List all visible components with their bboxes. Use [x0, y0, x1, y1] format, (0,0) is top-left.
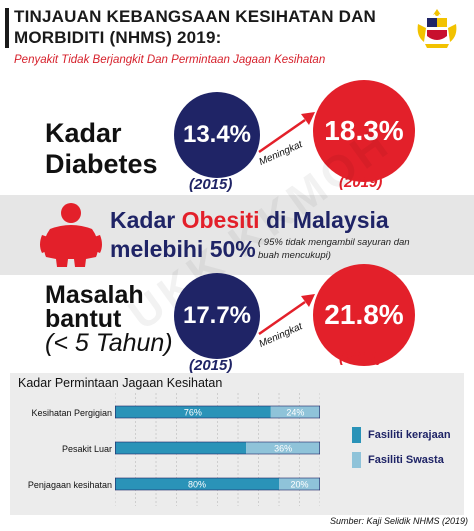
source-note: Sumber: Kaji Selidik NHMS (2019) [330, 516, 469, 526]
stunting-2015-year: (2015) [189, 357, 233, 374]
stunting-2015-value: 17.7% [182, 302, 252, 329]
legend-swatch-kerajaan [352, 427, 361, 443]
obesity-rate: melebihi 50% [110, 236, 256, 262]
diabetes-2015-value: 13.4% [182, 121, 252, 148]
stunting-2019-year: (2019) [339, 349, 383, 366]
bar-outline [115, 477, 320, 491]
category-label: Pesakit Luar [61, 444, 112, 454]
data-label: 20% [290, 480, 308, 490]
stunting-increase-arrow-icon [258, 294, 315, 336]
bar-kerajaan [115, 442, 247, 454]
stunting-label-line2: bantut [45, 305, 122, 333]
legend-label-kerajaan: Fasiliti kerajaan [368, 429, 451, 441]
diabetes-increase-arrow-icon [258, 112, 315, 154]
diabetes-label-line1: Kadar [45, 118, 122, 148]
obesity-highlight: Obesiti [181, 207, 260, 233]
stunting-label: Masalah bantut (< 5 Tahun) [45, 281, 173, 357]
obesity-note: ( 95% tidak mengambil sayuran dan buah m… [258, 237, 410, 261]
diabetes-2015-year: (2015) [189, 176, 233, 193]
diabetes-2019-value: 18.3% [324, 115, 404, 146]
stunting-label-line1: Masalah [45, 281, 144, 309]
bar-outline [115, 405, 320, 419]
diabetes-2015-circle: 13.4% [174, 92, 260, 178]
stunting-label-line3: (< 5 Tahun) [45, 329, 173, 357]
coat-of-arms-icon [417, 9, 457, 48]
bar-outline [115, 441, 320, 455]
bar-swasta [279, 478, 320, 490]
page-subtitle: Penyakit Tidak Berjangkit Dan Permintaan… [14, 54, 326, 66]
page-title: TINJAUAN KEBANGSAAN KESIHATAN DAN MORBID… [14, 7, 377, 47]
stunting-2019-circle: 21.8% [313, 264, 415, 366]
data-label: 36% [274, 444, 292, 454]
chart-title: Kadar Permintaan Jagaan Kesihatan [18, 376, 223, 390]
diabetes-label-line2: Diabetes [45, 149, 158, 179]
diabetes-label: Kadar Diabetes [45, 118, 158, 180]
obesity-suffix: di Malaysia [265, 207, 389, 233]
obesity-prefix: Kadar [110, 207, 176, 233]
bar-swasta [270, 406, 320, 418]
category-label: Kesihatan Pergigian [31, 408, 112, 418]
legend-label-swasta: Fasiliti Swasta [368, 454, 444, 466]
bar-kerajaan [115, 406, 271, 418]
stacked-bar-chart: 76% 24% 36% 80% 20% [115, 393, 320, 506]
legend-swatch-swasta [352, 452, 361, 468]
diabetes-2019-year: (2019) [339, 174, 383, 191]
legend-item-swasta: Fasiliti Swasta [352, 452, 444, 468]
category-label: Penjagaan kesihatan [27, 480, 112, 490]
data-label: 80% [188, 480, 206, 490]
obese-person-icon [40, 203, 102, 267]
obesity-headline: Kadar Obesiti di Malaysia [110, 207, 389, 234]
bar-swasta [246, 442, 320, 454]
title-accent-bar [5, 8, 9, 48]
diabetes-2019-circle: 18.3% [313, 80, 415, 182]
bar-kerajaan [115, 478, 279, 490]
legend-item-kerajaan: Fasiliti kerajaan [352, 427, 451, 443]
data-label: 24% [286, 408, 304, 418]
data-label: 76% [184, 408, 202, 418]
stunting-2019-value: 21.8% [324, 299, 404, 330]
stunting-2015-circle: 17.7% [174, 273, 260, 359]
